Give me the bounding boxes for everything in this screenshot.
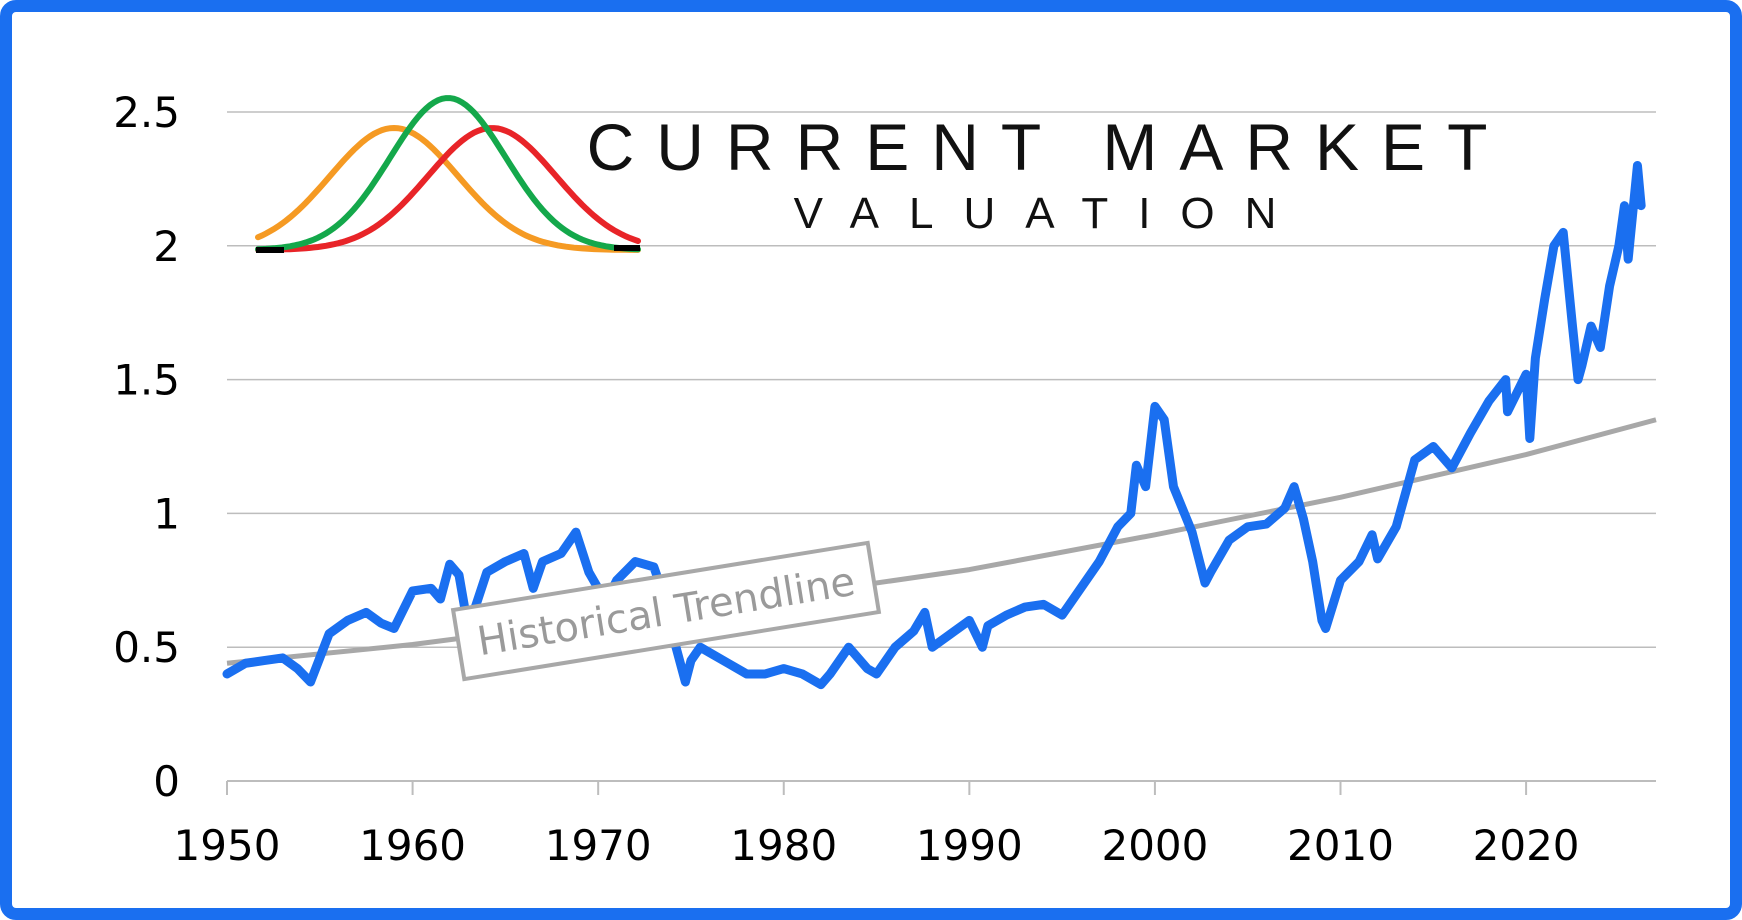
x-axis: 1950 1960 1970 1980 1990 2000 2010 2020 (174, 780, 1656, 870)
y-axis: 0 0.5 1 1.5 2 2.5 (113, 88, 180, 806)
x-tick-label: 1990 (916, 821, 1023, 870)
brand-title: CURRENT MARKET (587, 110, 1510, 184)
bell-curve (255, 124, 641, 253)
valuation-line (222, 161, 1646, 690)
x-tick-label: 1980 (730, 821, 837, 870)
bell-curve (255, 125, 641, 253)
x-tick-label: 2010 (1287, 821, 1394, 870)
x-tick-label: 2020 (1473, 821, 1580, 870)
series-group (222, 161, 1657, 690)
brand-subtitle: VALUATION (794, 189, 1307, 238)
y-tick-label: 1.5 (113, 356, 180, 405)
y-tick-label: 1 (153, 489, 180, 538)
bell-curves-logo (255, 95, 641, 253)
x-tick-label: 2000 (1101, 821, 1208, 870)
y-tick-label: 0.5 (113, 623, 180, 672)
x-tick-label: 1970 (545, 821, 652, 870)
y-tick-label: 2.5 (113, 88, 180, 137)
trendline-label-box (450, 540, 882, 682)
y-tick-label: 0 (153, 757, 180, 806)
x-tick-label: 1950 (174, 821, 281, 870)
x-tick-label: 1960 (359, 821, 466, 870)
trendline-label: Historical Trendline (450, 540, 882, 682)
y-tick-label: 2 (153, 222, 180, 271)
bell-curve (255, 95, 641, 253)
